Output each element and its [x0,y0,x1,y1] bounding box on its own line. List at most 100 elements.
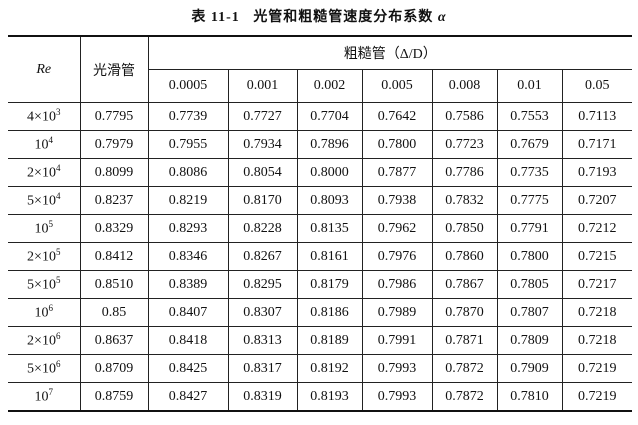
alpha-value: 0.8313 [227,326,298,355]
table-caption: 表 11-1 光管和粗糙管速度分布系数 α [0,6,638,26]
re-value: 2×106 [8,326,81,355]
alpha-value: 0.7553 [496,102,563,131]
table-row: 5×106 0.8709 0.8425 0.8317 0.8192 0.7993 0.787… [8,354,632,383]
alpha-value: 0.7938 [361,186,433,215]
table-row: 5×105 0.8510 0.8389 0.8295 0.8179 0.7986 0.786… [8,270,632,299]
alpha-value: 0.7867 [431,270,498,299]
header-roughness: 0.001 [227,69,298,103]
re-exponent: 5 [48,219,54,230]
re-exponent: 4 [55,191,61,202]
alpha-value: 0.7219 [561,354,632,383]
header-rough-pipe: 粗糙管（Δ/D） [147,35,632,70]
header-roughness: 0.008 [431,69,498,103]
re-coefficient: 10 [34,389,49,405]
re-coefficient: 2×10 [27,333,56,349]
re-value: 5×105 [8,270,81,299]
alpha-value: 0.7218 [561,326,632,355]
alpha-value: 0.8389 [147,270,229,299]
alpha-value: 0.7989 [361,298,433,327]
alpha-value: 0.7872 [431,354,498,383]
table-row: 4×103 0.7795 0.7739 0.7727 0.7704 0.7642 0.758… [8,102,632,131]
re-value: 4×103 [8,102,81,131]
re-exponent: 3 [55,107,61,118]
alpha-value: 0.7586 [431,102,498,131]
alpha-value: 0.7809 [496,326,563,355]
alpha-value: 0.7896 [296,130,363,159]
table-row: 105 0.8329 0.8293 0.8228 0.8135 0.7962 0.7850 0… [8,214,632,243]
alpha-value: 0.7786 [431,158,498,187]
alpha-value: 0.8219 [147,186,229,215]
alpha-value: 0.7642 [361,102,433,131]
alpha-value: 0.7934 [227,130,298,159]
table-row: 104 0.7979 0.7955 0.7934 0.7896 0.7800 0.7723 0… [8,130,632,159]
alpha-value: 0.8000 [296,158,363,187]
re-coefficient: 10 [34,137,49,153]
re-coefficient: 10 [34,305,49,321]
alpha-value: 0.7217 [561,270,632,299]
table-row: 2×105 0.8412 0.8346 0.8267 0.8161 0.7976 0.786… [8,242,632,271]
alpha-value: 0.8237 [79,186,149,215]
table-title: 光管和粗糙管速度分布系数 [253,10,434,25]
alpha-value: 0.8161 [296,242,363,271]
re-value: 104 [8,130,81,159]
table-row: 2×104 0.8099 0.8086 0.8054 0.8000 0.7877 0.778… [8,158,632,187]
alpha-value: 0.7986 [361,270,433,299]
alpha-value: 0.7955 [147,130,229,159]
alpha-value: 0.8267 [227,242,298,271]
alpha-value: 0.7976 [361,242,433,271]
alpha-value: 0.7872 [431,382,498,412]
alpha-value: 0.8637 [79,326,149,355]
alpha-value: 0.7219 [561,382,632,412]
alpha-value: 0.7171 [561,130,632,159]
header-roughness: 0.05 [561,69,632,103]
header-roughness: 0.0005 [148,69,229,103]
re-exponent: 6 [48,303,54,314]
alpha-value: 0.8192 [296,354,363,383]
re-value: 2×104 [8,158,81,187]
alpha-value: 0.8295 [227,270,298,299]
alpha-value: 0.8228 [227,214,298,243]
alpha-value: 0.8193 [296,382,363,412]
alpha-value: 0.8510 [79,270,149,299]
table-number: 表 11-1 [191,10,240,25]
alpha-value: 0.7113 [561,102,632,131]
table-row: 2×106 0.8637 0.8418 0.8313 0.8189 0.7991 0.787… [8,326,632,355]
re-value: 106 [8,298,81,327]
alpha-value: 0.8086 [147,158,229,187]
velocity-distribution-table: Re 光滑管 粗糙管（Δ/D） 0.0005 0.001 0.002 0.005 0.0… [8,35,632,412]
header-roughness: 0.01 [496,69,563,103]
re-exponent: 6 [55,331,61,342]
alpha-value: 0.7207 [561,186,632,215]
alpha-value: 0.8317 [227,354,298,383]
alpha-value: 0.7909 [496,354,563,383]
alpha-value: 0.7704 [296,102,363,131]
alpha-value: 0.7800 [496,242,563,271]
alpha-value: 0.7962 [361,214,433,243]
re-value: 105 [8,214,81,243]
alpha-value: 0.7800 [361,130,433,159]
re-value: 5×104 [8,186,81,215]
re-exponent: 5 [55,247,61,258]
alpha-value: 0.7993 [361,382,433,412]
alpha-value: 0.8189 [296,326,363,355]
alpha-value: 0.7871 [431,326,498,355]
re-exponent: 6 [55,359,61,370]
alpha-value: 0.8099 [79,158,149,187]
header-smooth-pipe: 光滑管 [79,35,149,103]
alpha-value: 0.8179 [296,270,363,299]
alpha-value: 0.7218 [561,298,632,327]
re-coefficient: 5×10 [27,277,56,293]
alpha-value: 0.8425 [147,354,229,383]
re-coefficient: 10 [34,221,49,237]
alpha-value: 0.7877 [361,158,433,187]
re-coefficient: 5×10 [27,361,56,377]
alpha-value: 0.8054 [227,158,298,187]
header-re: Re [8,35,81,103]
re-coefficient: 2×10 [27,249,56,265]
alpha-value: 0.7991 [361,326,433,355]
alpha-symbol: α [437,10,447,25]
alpha-value: 0.8293 [147,214,229,243]
re-exponent: 4 [48,135,54,146]
alpha-value: 0.7993 [361,354,433,383]
alpha-value: 0.7215 [561,242,632,271]
